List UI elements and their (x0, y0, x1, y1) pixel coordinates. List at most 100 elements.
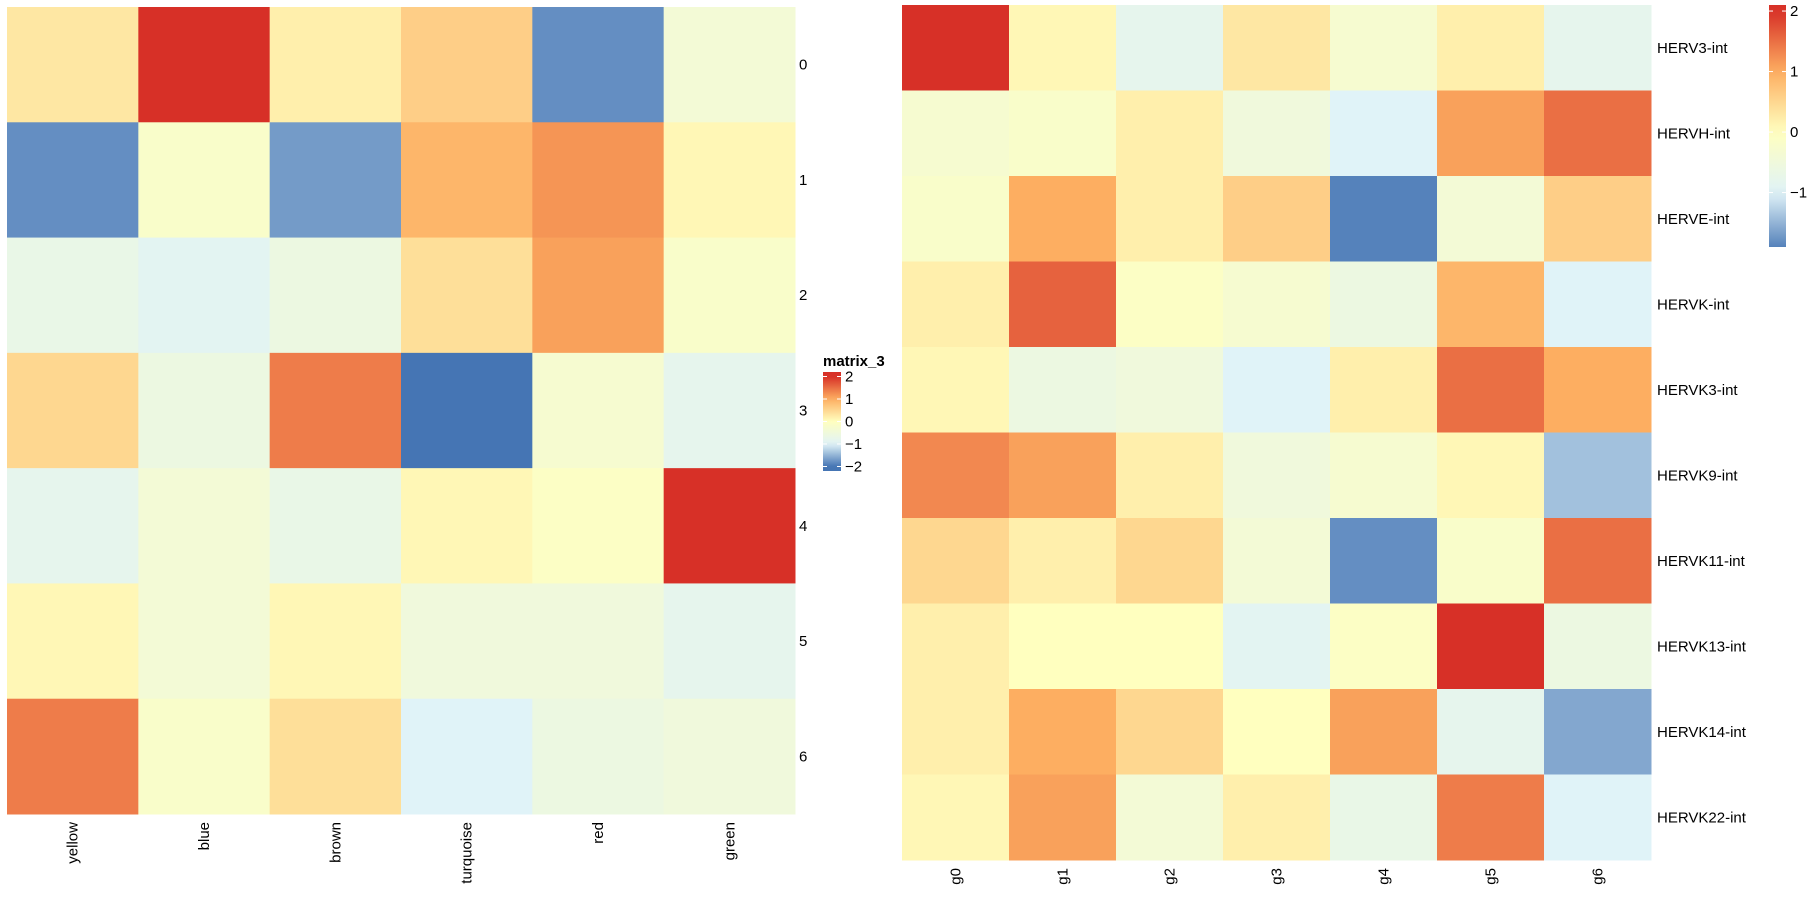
heatmap-cell (1116, 90, 1224, 177)
legend-tick-label: 2 (1790, 3, 1798, 20)
heatmap-cell (1544, 432, 1652, 519)
heatmap-cell (138, 237, 271, 354)
heatmap-cell (1116, 774, 1224, 861)
heatmap-cell (1544, 261, 1652, 348)
heatmap-cell (7, 122, 139, 239)
row-label: 0 (799, 57, 807, 74)
heatmap-cell (1330, 518, 1438, 604)
heatmap-cell (1009, 176, 1117, 262)
column-label: g6 (1590, 868, 1607, 885)
row-label: 1 (799, 172, 807, 189)
heatmap-cell (663, 237, 796, 354)
heatmap-cell (1330, 603, 1438, 690)
heatmap-cell (269, 698, 402, 815)
heatmap-cell (1009, 90, 1117, 177)
heatmap-cell (1116, 347, 1224, 433)
heatmap-cell (902, 176, 1010, 262)
column-label: g1 (1055, 868, 1072, 885)
heatmap-cell (7, 7, 139, 123)
heatmap-cell (1223, 518, 1331, 604)
heatmap-cell (1009, 774, 1117, 861)
heatmap-cell (663, 468, 796, 584)
heatmap-cell (1223, 90, 1331, 177)
heatmap-cell (401, 122, 533, 239)
heatmap-cell (1437, 347, 1545, 433)
column-label: g2 (1162, 868, 1179, 885)
heatmap-cells (902, 5, 1652, 861)
color-legend: 2 1 0 −1 (1769, 3, 1807, 247)
row-label: HERV3-int (1657, 40, 1728, 57)
heatmap-cell (269, 583, 402, 700)
heatmap-cell (401, 352, 533, 469)
heatmap-cell (1009, 518, 1117, 604)
heatmap-cell (1009, 5, 1117, 91)
legend-tick-label: 1 (1790, 64, 1798, 81)
heatmap-cell (663, 583, 796, 700)
column-label: g4 (1376, 868, 1393, 885)
heatmap-cell (138, 122, 271, 239)
heatmap-cell (902, 518, 1010, 604)
heatmap-cell (902, 90, 1010, 177)
heatmap-right: HERV3-int HERVH-int HERVE-int HERVK-int HERV… (902, 3, 1807, 885)
row-label: HERVK13-int (1657, 638, 1747, 655)
heatmap-cell (902, 5, 1010, 91)
heatmap-cell (138, 583, 271, 700)
column-label: turquoise (459, 822, 476, 884)
column-label: yellow (65, 822, 82, 864)
heatmap-cell (1116, 603, 1224, 690)
heatmap-cell (1009, 347, 1117, 433)
row-label: 3 (799, 403, 807, 420)
color-legend: matrix_32 1 0 −1 −2 (823, 353, 885, 476)
heatmap-cell (269, 122, 402, 239)
heatmap-cell (532, 122, 665, 239)
heatmap-cell (532, 583, 665, 700)
column-label: g5 (1483, 868, 1500, 885)
column-label: green (721, 822, 738, 860)
heatmap-cell (1437, 518, 1545, 604)
heatmap-cell (532, 237, 665, 354)
heatmap-cell (1544, 90, 1652, 177)
heatmap-cell (1223, 261, 1331, 348)
heatmap-cell (1116, 689, 1224, 775)
row-label: HERVH-int (1657, 125, 1731, 142)
heatmap-cell (401, 7, 533, 123)
heatmap-cell (902, 603, 1010, 690)
column-label: blue (196, 822, 213, 850)
heatmap-cell (1009, 261, 1117, 348)
heatmap-cell (1223, 176, 1331, 262)
heatmap-cell (1544, 689, 1652, 775)
heatmap-cell (7, 583, 139, 700)
legend-tick-label: 0 (845, 414, 853, 431)
heatmap-cell (663, 352, 796, 469)
heatmap-cell (532, 352, 665, 469)
heatmap-cell (1223, 5, 1331, 91)
heatmap-cell (902, 774, 1010, 861)
heatmap-cell (902, 261, 1010, 348)
heatmap-cell (1009, 689, 1117, 775)
heatmap-cell (1330, 90, 1438, 177)
legend-title: matrix_3 (823, 353, 885, 370)
row-label: HERVK11-int (1657, 553, 1746, 570)
heatmap-cell (1223, 603, 1331, 690)
heatmap-left: 0 1 2 3 4 5 6 yellow blue brown turquoise red green m… (7, 7, 885, 884)
legend-tick-label: 1 (845, 391, 853, 408)
row-label: HERVE-int (1657, 211, 1730, 228)
heatmap-cell (663, 698, 796, 815)
heatmap-cell (902, 689, 1010, 775)
heatmap-cell (269, 7, 402, 123)
heatmap-cell (7, 352, 139, 469)
heatmap-cell (902, 347, 1010, 433)
row-label: 5 (799, 633, 807, 650)
heatmap-cell (1223, 347, 1331, 433)
row-label: HERVK3-int (1657, 382, 1738, 399)
heatmap-cell (663, 7, 796, 123)
row-label: HERVK22-int (1657, 809, 1747, 826)
legend-tick-label: −1 (845, 436, 862, 453)
legend-tick-label: −1 (1790, 185, 1807, 202)
heatmap-cell (1116, 432, 1224, 519)
heatmap-cell (1437, 603, 1545, 690)
row-label: HERVK-int (1657, 296, 1730, 313)
heatmap-cell (1544, 347, 1652, 433)
heatmap-cell (1116, 176, 1224, 262)
